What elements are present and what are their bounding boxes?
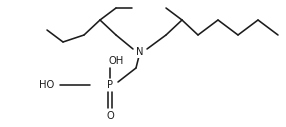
Text: O: O [106,111,114,121]
Text: P: P [107,80,113,90]
Text: OH: OH [108,56,124,66]
Text: N: N [136,47,144,57]
Text: HO: HO [39,80,55,90]
